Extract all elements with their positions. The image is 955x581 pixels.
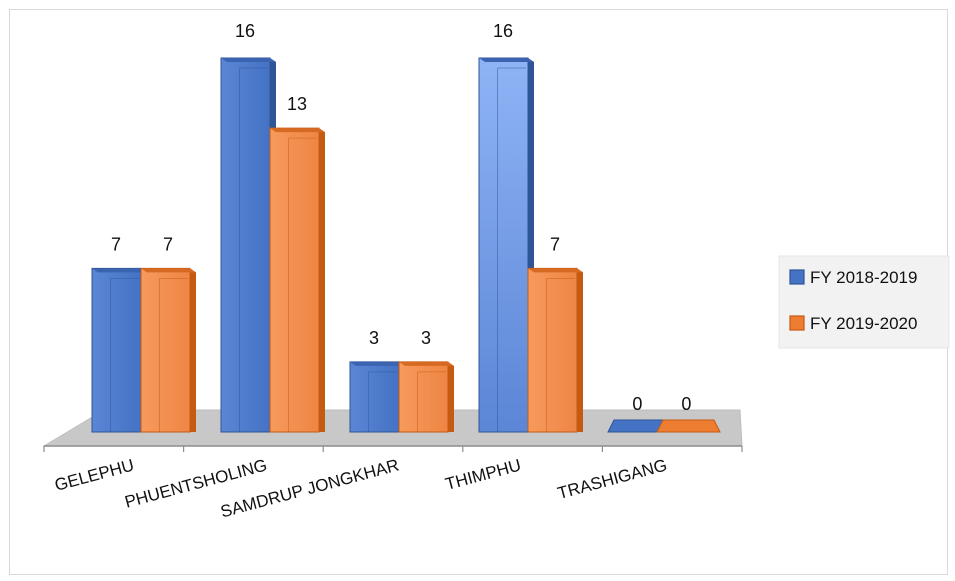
bar-thimphu-fy-2018-2019 (478, 57, 534, 433)
bar-thimphu-fy-2019-2020 (527, 267, 583, 433)
bar-phuentsholing-fy-2019-2020 (269, 127, 325, 433)
bar-gelephu-fy-2019-2020 (140, 267, 196, 433)
bar-phuentsholing-fy-2018-2019 (220, 57, 276, 433)
bar-samdrup-jongkhar-fy-2019-2020 (398, 361, 454, 433)
category-label-gelephu: GELEPHU (53, 456, 136, 495)
data-label-trashigang-fy-2019-2020: 0 (681, 394, 691, 414)
legend-item-fy-2018-2019: FY 2018-2019 (789, 268, 917, 287)
data-label-gelephu-fy-2018-2019: 7 (111, 234, 121, 254)
data-label-samdrup-jongkhar-fy-2019-2020: 3 (421, 328, 431, 348)
bar-samdrup-jongkhar-fy-2018-2019 (349, 361, 405, 433)
data-label-gelephu-fy-2019-2020: 7 (163, 234, 173, 254)
legend-label: FY 2019-2020 (810, 314, 917, 333)
data-label-samdrup-jongkhar-fy-2018-2019: 3 (369, 328, 379, 348)
data-label-thimphu-fy-2018-2019: 16 (493, 21, 513, 41)
data-label-phuentsholing-fy-2019-2020: 13 (287, 94, 307, 114)
legend-item-fy-2019-2020: FY 2019-2020 (789, 314, 917, 333)
legend-label: FY 2018-2019 (810, 268, 917, 287)
data-label-trashigang-fy-2018-2019: 0 (632, 394, 642, 414)
data-label-phuentsholing-fy-2018-2019: 16 (235, 21, 255, 41)
bar-gelephu-fy-2018-2019 (91, 267, 147, 433)
data-label-thimphu-fy-2019-2020: 7 (550, 234, 560, 254)
bar-trashigang-fy-2019-2020 (656, 419, 721, 433)
category-label-trashigang: TRASHIGANG (556, 456, 669, 503)
category-label-thimphu: THIMPHU (443, 456, 523, 494)
legend-swatch (789, 269, 805, 285)
legend-swatch (789, 315, 805, 331)
legend: FY 2018-2019 FY 2019-2020 (778, 255, 950, 349)
